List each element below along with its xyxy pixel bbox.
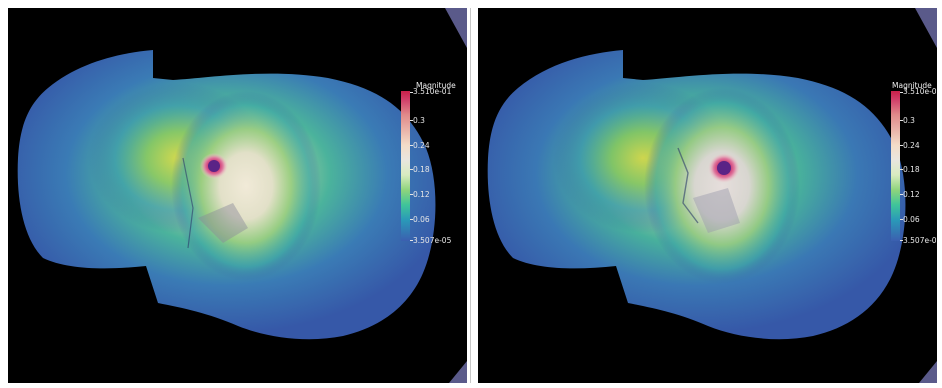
legend-tick-label: 0.18: [413, 165, 430, 174]
legend-tick: [410, 240, 413, 241]
legend-tick: [900, 92, 903, 93]
legend-tick: [410, 120, 413, 121]
field-mesh-render: [487, 50, 906, 340]
legend-tick-label: 0.06: [903, 215, 920, 224]
legend-tick: [900, 145, 903, 146]
field-mesh-render: [17, 50, 436, 340]
legend-tick-label: 0.24: [903, 141, 920, 150]
color-legend-gradient: [401, 91, 410, 241]
color-legend: Magnitude 3.510e-01 0.3 0.24 0.18 0.12 0…: [890, 81, 937, 261]
color-legend-gradient: [891, 91, 900, 241]
legend-tick: [410, 169, 413, 170]
corner-triangle-bottom-right: [449, 361, 467, 383]
legend-tick: [900, 240, 903, 241]
legend-tick: [900, 219, 903, 220]
color-legend: Magnitude 3.510e-01 0.3 0.24 0.18 0.12 0…: [400, 81, 467, 261]
corner-triangle-top-right: [445, 8, 467, 48]
legend-max-label: 3.510e-01: [413, 87, 452, 96]
color-legend-title: Magnitude: [416, 81, 456, 90]
corner-triangle-bottom-right: [919, 361, 937, 383]
legend-tick: [900, 120, 903, 121]
legend-tick: [410, 145, 413, 146]
legend-min-label: 3.507e-05: [413, 236, 452, 245]
render-viewport-right[interactable]: Magnitude 3.510e-01 0.3 0.24 0.18 0.12 0…: [478, 8, 937, 383]
legend-min-label: 3.507e-05: [903, 236, 937, 245]
legend-tick-label: 0.24: [413, 141, 430, 150]
legend-tick: [900, 169, 903, 170]
legend-tick: [900, 194, 903, 195]
legend-tick-label: 0.06: [413, 215, 430, 224]
legend-tick-label: 0.18: [903, 165, 920, 174]
color-legend-title: Magnitude: [892, 81, 932, 90]
legend-tick-label: 0.3: [903, 116, 915, 125]
legend-max-label: 3.510e-01: [903, 87, 937, 96]
legend-tick-label: 0.3: [413, 116, 425, 125]
legend-tick: [410, 194, 413, 195]
viewport-divider[interactable]: [470, 8, 471, 383]
legend-tick: [410, 219, 413, 220]
render-viewport-left[interactable]: Magnitude 3.510e-01 0.3 0.24 0.18 0.12 0…: [8, 8, 467, 383]
corner-triangle-top-right: [915, 8, 937, 48]
legend-tick-label: 0.12: [413, 190, 430, 199]
legend-tick-label: 0.12: [903, 190, 920, 199]
legend-tick: [410, 92, 413, 93]
